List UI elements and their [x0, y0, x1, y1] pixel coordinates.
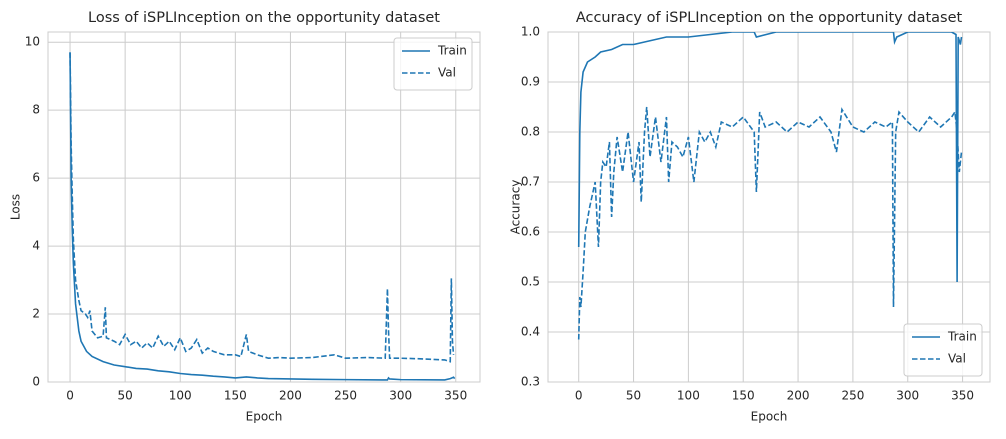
legend-label: Train: [947, 330, 977, 344]
x-tick-label: 0: [66, 389, 74, 403]
y-tick-label: 1.0: [521, 25, 540, 39]
y-tick-label: 0.4: [521, 325, 540, 339]
y-tick-label: 0.3: [521, 375, 540, 389]
legend: Train Val: [903, 323, 983, 377]
axes-frame: [47, 31, 481, 383]
x-tick-label: 0: [575, 389, 583, 403]
axes-frame: [547, 31, 991, 383]
subplot: 0 50 100 150 200 250 300 350 0 2 4 6 8 10 Loss of iSPL…: [9, 10, 481, 424]
y-axis-label: Loss: [9, 194, 23, 220]
x-tick-label: 100: [169, 389, 192, 403]
x-tick-label: 250: [841, 389, 864, 403]
legend-label: Train: [437, 44, 467, 58]
y-tick-label: 10: [25, 35, 40, 49]
x-tick-label: 150: [224, 389, 247, 403]
y-tick-label: 0.9: [521, 75, 540, 89]
x-tick-label: 150: [732, 389, 755, 403]
x-tick-label: 200: [787, 389, 810, 403]
y-tick-label: 0.6: [521, 225, 540, 239]
series-line: [577, 106, 963, 340]
x-tick-label: 250: [334, 389, 357, 403]
y-tick-label: 0.7: [521, 175, 540, 189]
x-tick-label: 50: [626, 389, 641, 403]
y-tick-label: 4: [32, 239, 40, 253]
chart-title: Loss of iSPLInception on the opportunity…: [88, 10, 440, 26]
y-axis-label: Accuracy: [509, 180, 523, 235]
series-line: [69, 52, 456, 381]
x-tick-label: 300: [896, 389, 919, 403]
x-tick-label: 350: [951, 389, 974, 403]
legend-label: Val: [948, 352, 966, 366]
y-tick-label: 6: [32, 171, 40, 185]
y-tick-label: 0.5: [521, 275, 540, 289]
legend: Train Val: [393, 37, 473, 91]
x-tick-label: 100: [677, 389, 700, 403]
x-tick-label: 350: [444, 389, 467, 403]
series-line: [577, 32, 963, 283]
x-tick-label: 200: [279, 389, 302, 403]
y-tick-label: 8: [32, 103, 40, 117]
x-tick-label: 50: [118, 389, 133, 403]
x-axis-label: Epoch: [246, 410, 283, 424]
subplot: 0 50 100 150 200 250 300 350 0.3 0.4 0.5 0.6 0.7 0.8 0…: [509, 10, 991, 424]
x-tick-label: 300: [389, 389, 412, 403]
legend-label: Val: [438, 66, 456, 80]
series-line: [69, 52, 455, 363]
y-tick-label: 2: [32, 307, 40, 321]
chart-title: Accuracy of iSPLInception on the opportu…: [576, 10, 963, 26]
y-tick-label: 0: [32, 375, 40, 389]
x-axis-label: Epoch: [751, 410, 788, 424]
y-tick-label: 0.8: [521, 125, 540, 139]
